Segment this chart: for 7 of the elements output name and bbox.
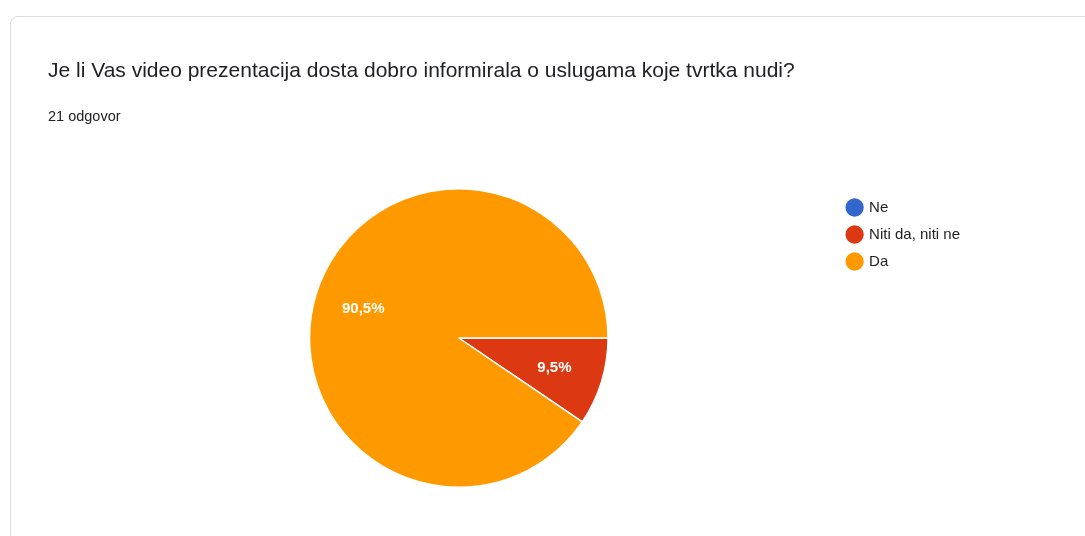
chart-title: Je li Vas video prezentacija dosta dobro informirala o uslugama koje tvrtka nudi? — [48, 58, 795, 82]
data-label: 9,5% — [537, 357, 572, 375]
legend-label: Niti da, niti ne — [869, 224, 961, 242]
text: 21 odgovor — [48, 108, 121, 124]
legend-label: Da — [869, 251, 889, 269]
legend-label: Ne — [869, 197, 889, 215]
data-label: 90,5% — [341, 298, 385, 316]
